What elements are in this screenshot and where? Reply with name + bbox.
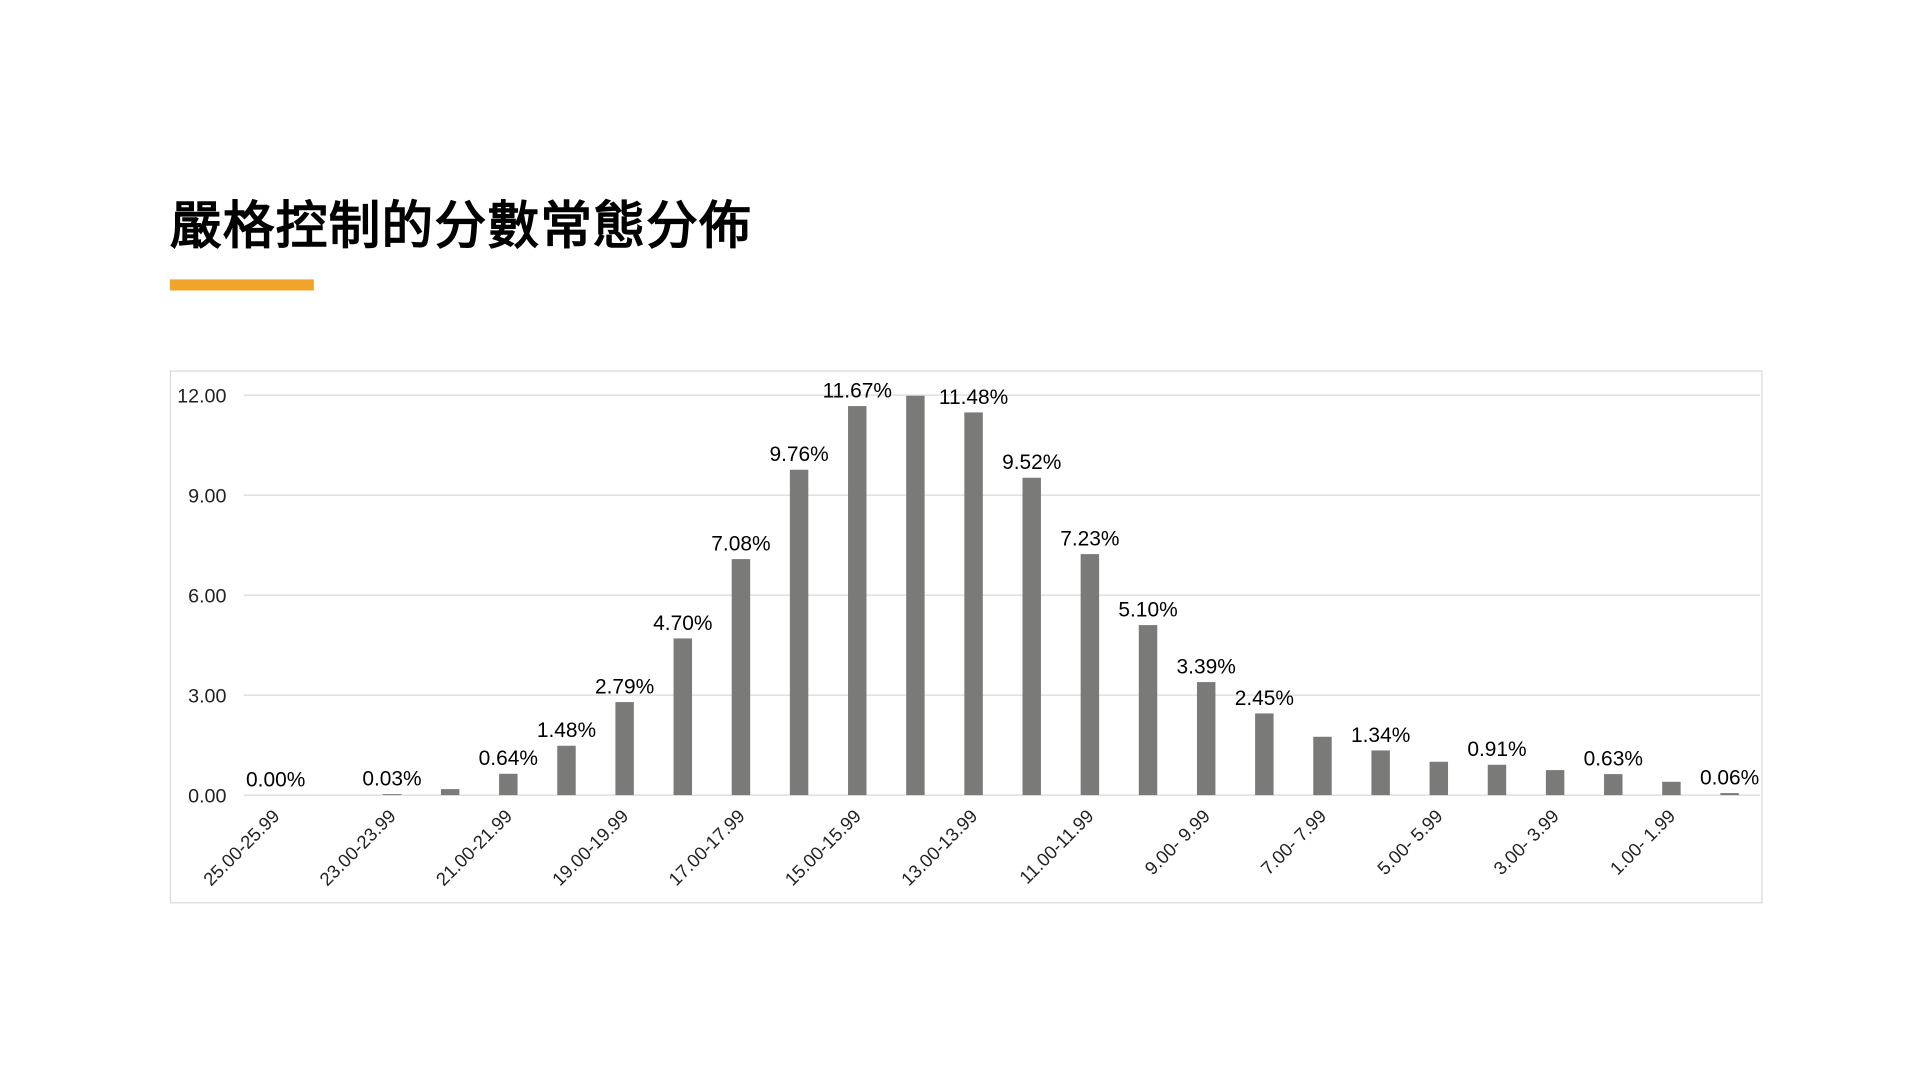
bar xyxy=(499,773,518,796)
data-label: 5.10% xyxy=(1118,598,1177,621)
x-tick-label: 17.00-17.99 xyxy=(664,805,749,890)
bar xyxy=(1604,774,1623,796)
y-tick-label: 12.00 xyxy=(177,385,226,407)
bar xyxy=(382,794,402,796)
data-label: 4.70% xyxy=(653,612,712,635)
data-label: 11.48% xyxy=(939,386,1008,409)
x-tick-label: 1.00- 1.99 xyxy=(1606,805,1680,879)
data-label: 2.45% xyxy=(1235,687,1294,710)
bar xyxy=(1720,793,1739,796)
x-tick-label: 19.00-19.99 xyxy=(548,805,633,890)
x-tick-label: 5.00- 5.99 xyxy=(1373,805,1447,879)
data-label: 0.03% xyxy=(362,767,421,790)
bar xyxy=(731,559,751,796)
data-label: 1.34% xyxy=(1351,724,1410,747)
bar xyxy=(615,702,634,796)
data-label: 0.00% xyxy=(246,768,305,791)
y-tick-label: 3.00 xyxy=(188,685,226,707)
bar xyxy=(848,406,867,796)
bar xyxy=(1371,750,1390,796)
bar xyxy=(440,789,460,796)
x-tick-label: 9.00- 9.99 xyxy=(1140,805,1214,879)
data-label: 0.06% xyxy=(1700,766,1759,789)
y-tick-label: 9.00 xyxy=(188,485,226,507)
bar xyxy=(557,745,576,796)
x-tick-label: 21.00-21.99 xyxy=(432,805,517,890)
chart-frame xyxy=(169,370,1763,904)
bar xyxy=(1255,713,1274,796)
data-label: 2.79% xyxy=(595,675,654,698)
x-tick-label: 11.00-11.99 xyxy=(1015,805,1098,888)
bar xyxy=(1487,764,1507,796)
title-accent-bar xyxy=(169,279,314,291)
bar xyxy=(1662,781,1681,796)
y-tick-label: 6.00 xyxy=(188,585,226,607)
bar xyxy=(673,638,693,796)
bar xyxy=(1313,736,1332,796)
bar xyxy=(964,412,983,796)
bar xyxy=(1196,682,1216,796)
data-label: 0.63% xyxy=(1584,747,1643,770)
bar xyxy=(1429,761,1449,796)
x-tick-label: 25.00-25.99 xyxy=(199,805,284,890)
data-label: 0.64% xyxy=(479,747,538,770)
x-tick-label: 23.00-23.99 xyxy=(315,805,400,890)
bar xyxy=(906,395,925,796)
page-title: 嚴格控制的分數常態分佈 xyxy=(169,195,753,257)
x-tick-label: 7.00- 7.99 xyxy=(1257,805,1331,879)
y-tick-label: 0.00 xyxy=(188,785,226,807)
bar xyxy=(789,469,809,796)
data-label: 7.23% xyxy=(1060,527,1119,550)
data-label: 9.52% xyxy=(1002,451,1061,474)
bar xyxy=(1080,554,1100,796)
data-label: 11.67% xyxy=(823,379,892,402)
bar xyxy=(1022,477,1041,796)
x-tick-label: 13.00-13.99 xyxy=(897,805,982,890)
data-label: 7.08% xyxy=(711,532,770,555)
data-label: 0.91% xyxy=(1467,738,1526,761)
x-tick-label: 3.00- 3.99 xyxy=(1489,805,1563,879)
data-label: 3.39% xyxy=(1177,655,1236,678)
bar xyxy=(1138,625,1158,796)
x-tick-label: 15.00-15.99 xyxy=(780,805,865,890)
data-label: 9.76% xyxy=(769,443,828,466)
bar xyxy=(1545,770,1565,796)
data-label: 1.48% xyxy=(537,719,596,742)
